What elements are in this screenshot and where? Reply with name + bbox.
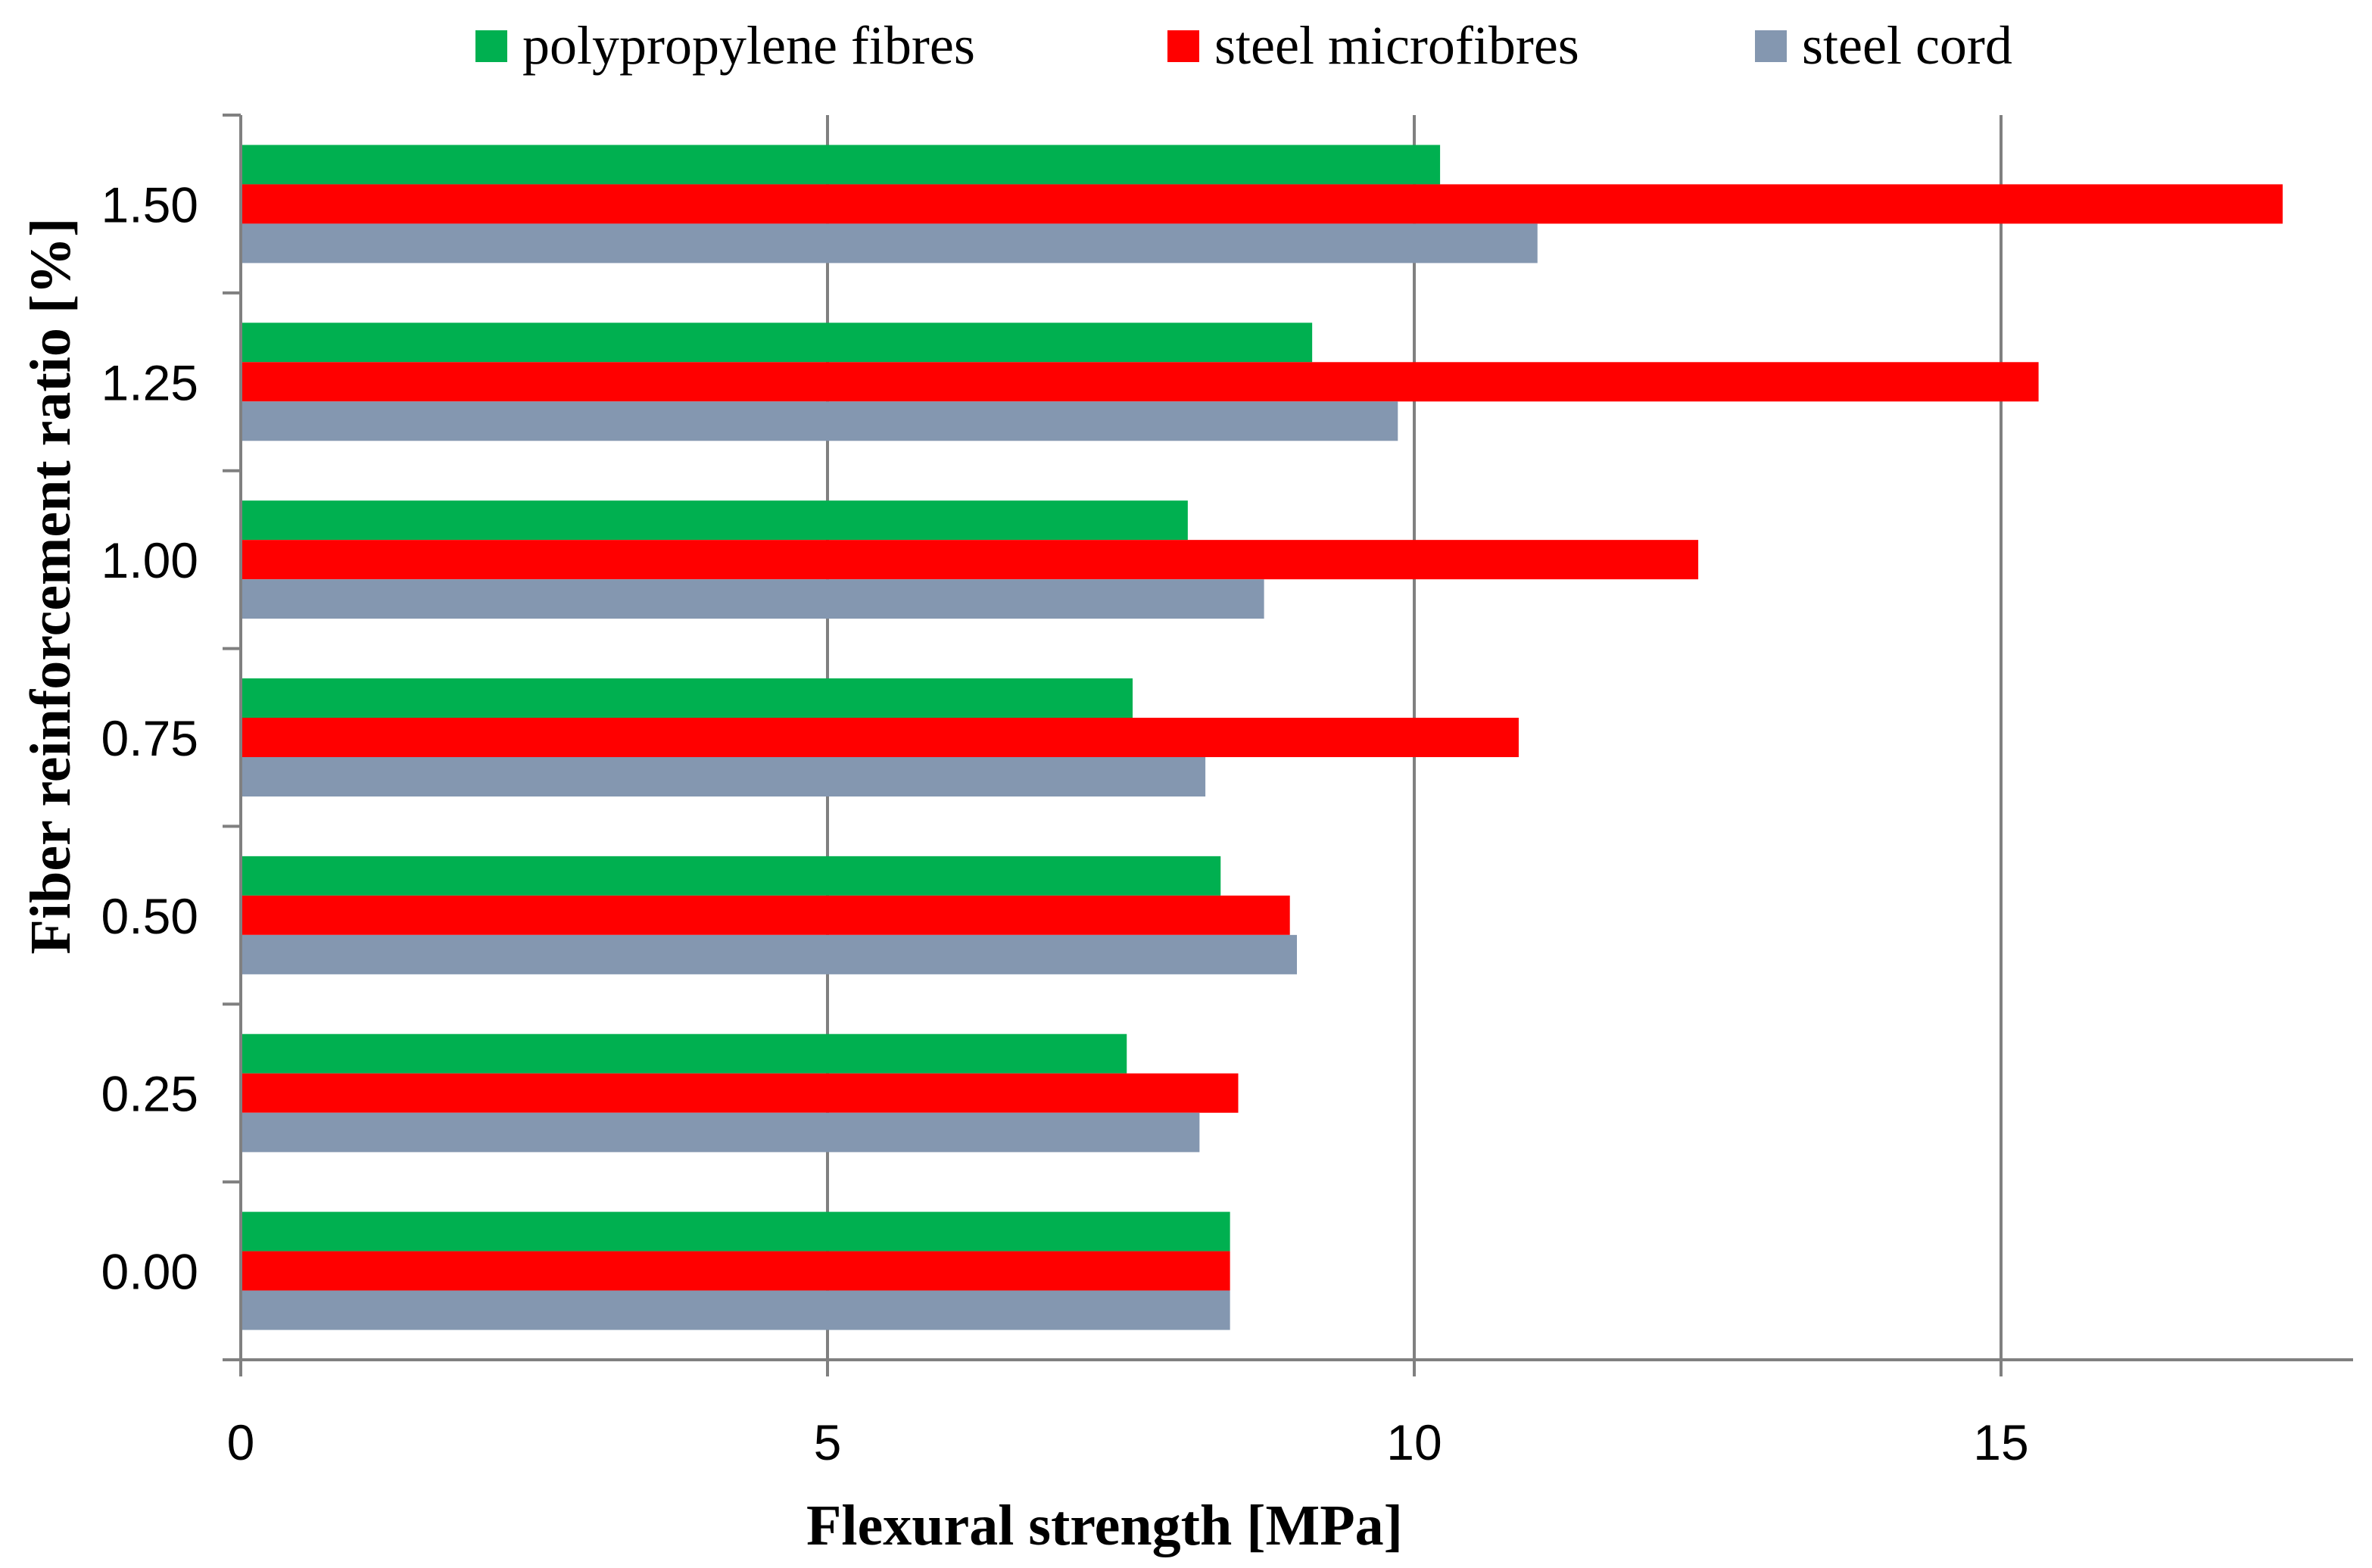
bar-polypropylene-fibres-1.50 — [241, 145, 1441, 185]
bar-steel-cord-1.50 — [241, 223, 1538, 263]
bar-steel-cord-1.25 — [241, 401, 1398, 441]
bar-steel-cord-0.50 — [241, 934, 1297, 974]
legend-swatch-polypropylene-fibres — [475, 30, 507, 62]
y-axis-title: Fiber reinforcement ratio [%] — [19, 218, 83, 955]
bar-steel-microfibres-0.00 — [241, 1251, 1230, 1291]
legend-swatch-steel-microfibres — [1167, 30, 1199, 62]
bar-polypropylene-fibres-1.25 — [241, 323, 1313, 363]
y-tick-label: 0.50 — [101, 888, 198, 944]
bar-steel-microfibres-1.00 — [241, 540, 1699, 580]
bar-steel-cord-1.00 — [241, 579, 1264, 619]
x-axis-title: Flexural strength [MPa] — [806, 1494, 1403, 1557]
bar-steel-microfibres-0.50 — [241, 895, 1290, 935]
x-tick-label: 0 — [227, 1414, 255, 1470]
x-tick-label: 10 — [1386, 1414, 1442, 1470]
bar-steel-microfibres-1.50 — [241, 184, 2283, 224]
bar-steel-microfibres-0.75 — [241, 718, 1519, 757]
bar-steel-cord-0.25 — [241, 1112, 1200, 1152]
bar-polypropylene-fibres-0.25 — [241, 1033, 1127, 1074]
bar-steel-cord-0.75 — [241, 757, 1206, 796]
bar-steel-microfibres-0.25 — [241, 1073, 1239, 1113]
bar-polypropylene-fibres-0.50 — [241, 856, 1221, 896]
legend-swatch-steel-cord — [1755, 30, 1787, 62]
legend-label-polypropylene-fibres: polypropylene fibres — [522, 15, 975, 76]
y-tick-label: 1.00 — [101, 532, 198, 588]
x-tick-label: 5 — [814, 1414, 842, 1470]
y-tick-label: 0.25 — [101, 1066, 198, 1122]
bar-polypropylene-fibres-1.00 — [241, 500, 1188, 541]
y-tick-label: 0.75 — [101, 710, 198, 766]
bar-polypropylene-fibres-0.00 — [241, 1211, 1230, 1252]
bar-polypropylene-fibres-0.75 — [241, 678, 1133, 718]
legend-label-steel-cord: steel cord — [1802, 15, 2012, 76]
y-tick-label: 0.00 — [101, 1244, 198, 1300]
y-tick-label: 1.50 — [101, 176, 198, 232]
bar-steel-cord-0.00 — [241, 1290, 1230, 1330]
bar-steel-microfibres-1.25 — [241, 362, 2039, 402]
y-tick-label: 1.25 — [101, 354, 198, 410]
x-tick-label: 15 — [1973, 1414, 2028, 1470]
legend-label-steel-microfibres: steel microfibres — [1214, 15, 1579, 76]
